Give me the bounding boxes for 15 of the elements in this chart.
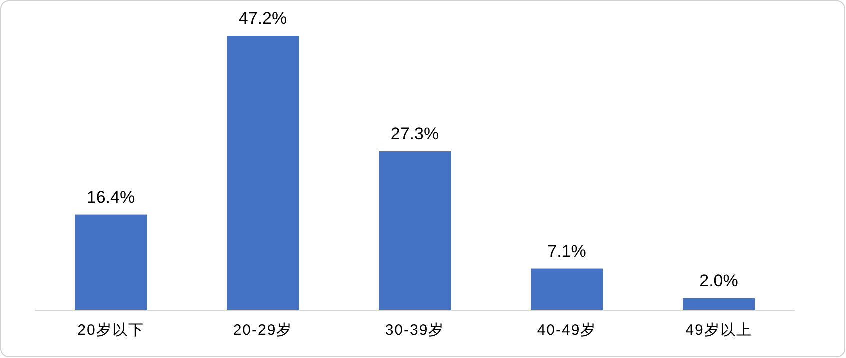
x-tick-label: 30-39岁: [385, 322, 445, 339]
bar: [227, 36, 299, 310]
bar: [75, 214, 147, 310]
bar: [531, 268, 603, 310]
x-tick-label: 20-29岁: [233, 322, 293, 339]
data-label: 47.2%: [238, 9, 288, 28]
x-tick-label: 20岁以下: [78, 322, 144, 339]
x-tick-label: 40-49岁: [537, 322, 597, 339]
data-label: 16.4%: [86, 188, 136, 207]
bar: [683, 298, 755, 310]
data-label: 27.3%: [390, 124, 440, 144]
bar: [379, 152, 451, 310]
data-label: 7.1%: [548, 242, 586, 261]
x-tick-label: 49岁以上: [686, 322, 752, 339]
data-label: 2.0%: [700, 271, 738, 290]
